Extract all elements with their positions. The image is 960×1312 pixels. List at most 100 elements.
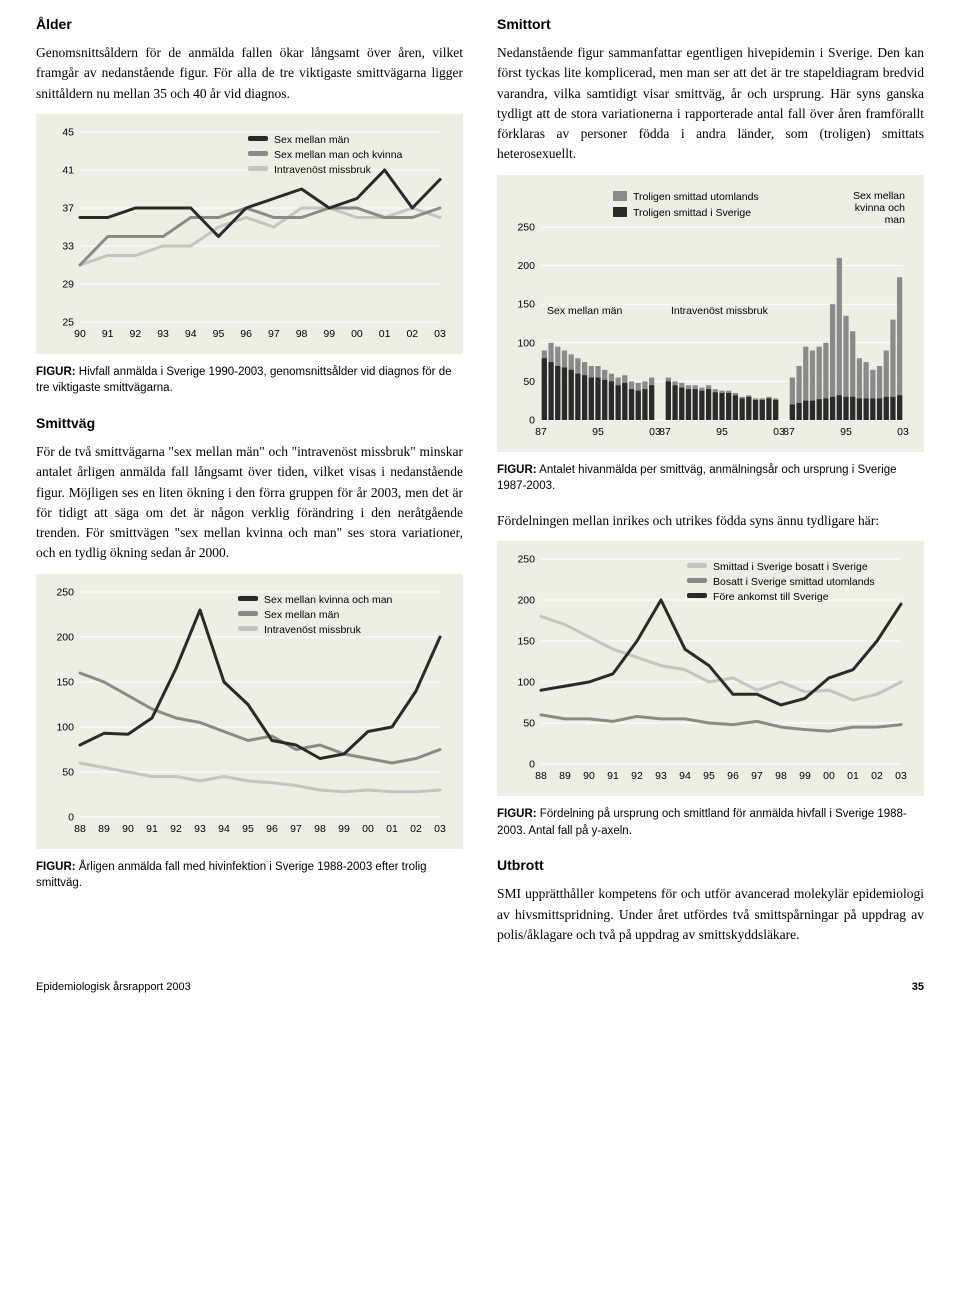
svg-text:01: 01 — [386, 823, 398, 835]
paragraph-smittvag: För de två smittvägarna "sex mellan män"… — [36, 442, 463, 564]
svg-text:Sex mellan: Sex mellan — [853, 190, 905, 202]
svg-text:95: 95 — [716, 426, 728, 438]
svg-text:88: 88 — [535, 770, 547, 782]
svg-text:99: 99 — [323, 328, 335, 340]
svg-text:25: 25 — [62, 316, 74, 328]
svg-text:95: 95 — [242, 823, 254, 835]
svg-text:200: 200 — [517, 260, 535, 272]
svg-text:03: 03 — [897, 426, 909, 438]
svg-text:Intravenöst missbruk: Intravenöst missbruk — [274, 164, 372, 176]
svg-text:90: 90 — [122, 823, 134, 835]
svg-text:90: 90 — [583, 770, 595, 782]
paragraph-smittort: Nedanstående figur sammanfattar egentlig… — [497, 43, 924, 165]
svg-text:00: 00 — [362, 823, 374, 835]
svg-text:100: 100 — [517, 677, 535, 689]
svg-text:87: 87 — [659, 426, 671, 438]
left-column: Ålder Genomsnittsåldern för de anmälda f… — [36, 14, 463, 955]
footer-doc-title: Epidemiologisk årsrapport 2003 — [36, 979, 191, 996]
svg-text:29: 29 — [62, 278, 74, 290]
svg-text:0: 0 — [529, 759, 535, 771]
svg-text:97: 97 — [290, 823, 302, 835]
svg-text:95: 95 — [703, 770, 715, 782]
svg-text:89: 89 — [98, 823, 110, 835]
svg-text:Sex mellan män: Sex mellan män — [274, 134, 349, 146]
svg-text:92: 92 — [170, 823, 182, 835]
svg-text:96: 96 — [266, 823, 278, 835]
chart-2-caption: FIGUR: Årligen anmälda fall med hivinfek… — [36, 859, 463, 892]
svg-text:87: 87 — [535, 426, 547, 438]
svg-text:Före ankomst till Sverige: Före ankomst till Sverige — [713, 591, 829, 603]
svg-text:150: 150 — [56, 676, 74, 688]
svg-text:50: 50 — [523, 718, 535, 730]
svg-text:250: 250 — [56, 586, 74, 598]
svg-text:00: 00 — [823, 770, 835, 782]
svg-text:45: 45 — [62, 126, 74, 138]
svg-text:200: 200 — [517, 595, 535, 607]
svg-text:98: 98 — [775, 770, 787, 782]
svg-text:93: 93 — [655, 770, 667, 782]
svg-text:92: 92 — [631, 770, 643, 782]
svg-text:03: 03 — [434, 823, 446, 835]
svg-text:0: 0 — [68, 811, 74, 823]
svg-text:02: 02 — [871, 770, 883, 782]
svg-text:50: 50 — [62, 766, 74, 778]
paragraph-fordelning: Fördelningen mellan inrikes och utrikes … — [497, 511, 924, 531]
svg-text:250: 250 — [517, 221, 535, 233]
svg-text:91: 91 — [146, 823, 158, 835]
paragraph-utbrott: SMI upprätthåller kompetens för och utfö… — [497, 884, 924, 945]
svg-text:100: 100 — [56, 721, 74, 733]
svg-text:88: 88 — [74, 823, 86, 835]
svg-text:89: 89 — [559, 770, 571, 782]
svg-text:01: 01 — [847, 770, 859, 782]
right-column: Smittort Nedanstående figur sammanfattar… — [497, 14, 924, 955]
svg-text:0: 0 — [529, 414, 535, 426]
svg-text:03: 03 — [895, 770, 907, 782]
footer-page-number: 35 — [912, 979, 924, 996]
svg-text:00: 00 — [351, 328, 363, 340]
svg-text:94: 94 — [679, 770, 691, 782]
heading-alder: Ålder — [36, 14, 463, 35]
svg-text:91: 91 — [607, 770, 619, 782]
svg-text:87: 87 — [783, 426, 795, 438]
svg-text:95: 95 — [840, 426, 852, 438]
svg-text:92: 92 — [130, 328, 142, 340]
svg-text:Sex mellan kvinna och man: Sex mellan kvinna och man — [264, 594, 393, 606]
svg-text:Troligen smittad utomlands: Troligen smittad utomlands — [633, 191, 759, 203]
svg-text:Smittad i Sverige bosatt i Sve: Smittad i Sverige bosatt i Sverige — [713, 561, 868, 573]
svg-text:man: man — [885, 214, 906, 226]
svg-text:37: 37 — [62, 202, 74, 214]
svg-text:95: 95 — [213, 328, 225, 340]
svg-text:kvinna och: kvinna och — [855, 202, 905, 214]
svg-text:Sex mellan män: Sex mellan män — [547, 305, 622, 317]
svg-text:93: 93 — [157, 328, 169, 340]
chart-1: 2529333741459091929394959697989900010203… — [36, 114, 463, 354]
svg-text:94: 94 — [218, 823, 230, 835]
svg-text:97: 97 — [751, 770, 763, 782]
paragraph-alder: Genomsnittsåldern för de anmälda fallen … — [36, 43, 463, 104]
svg-text:95: 95 — [592, 426, 604, 438]
heading-smittvag: Smittväg — [36, 413, 463, 434]
svg-text:150: 150 — [517, 298, 535, 310]
svg-text:98: 98 — [296, 328, 308, 340]
svg-text:Sex mellan man och kvinna: Sex mellan man och kvinna — [274, 149, 403, 161]
svg-text:Troligen smittad i Sverige: Troligen smittad i Sverige — [633, 207, 751, 219]
svg-text:33: 33 — [62, 240, 74, 252]
svg-text:Intravenöst missbruk: Intravenöst missbruk — [671, 305, 769, 317]
svg-text:90: 90 — [74, 328, 86, 340]
svg-text:100: 100 — [517, 337, 535, 349]
svg-text:99: 99 — [799, 770, 811, 782]
svg-text:Intravenöst missbruk: Intravenöst missbruk — [264, 624, 362, 636]
svg-text:98: 98 — [314, 823, 326, 835]
chart-4: 0501001502002508889909192939495969798990… — [497, 541, 924, 796]
svg-text:96: 96 — [240, 328, 252, 340]
svg-text:99: 99 — [338, 823, 350, 835]
chart-3-caption: FIGUR: Antalet hivanmälda per smittväg, … — [497, 462, 924, 495]
svg-text:Bosatt i Sverige smittad utoml: Bosatt i Sverige smittad utomlands — [713, 576, 875, 588]
heading-utbrott: Utbrott — [497, 855, 924, 876]
svg-text:02: 02 — [410, 823, 422, 835]
chart-1-caption: FIGUR: Hivfall anmälda i Sverige 1990-20… — [36, 364, 463, 397]
chart-3: 050100150200250879503Sex mellan män87950… — [497, 175, 924, 452]
svg-text:94: 94 — [185, 328, 197, 340]
svg-text:250: 250 — [517, 554, 535, 566]
svg-text:50: 50 — [523, 375, 535, 387]
